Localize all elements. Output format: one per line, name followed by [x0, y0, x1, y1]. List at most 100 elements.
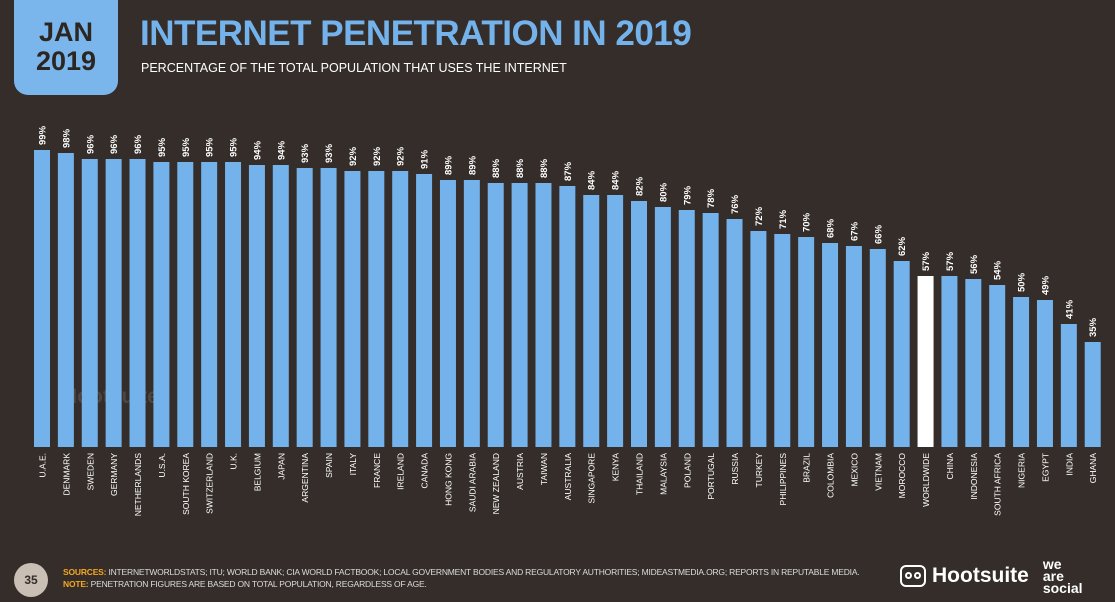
- value-label: 68%: [826, 218, 837, 238]
- category-label: SOUTH KOREA: [181, 453, 191, 515]
- bar-netherlands: [129, 159, 146, 447]
- value-label: 82%: [635, 176, 646, 196]
- value-label: 41%: [1064, 299, 1075, 319]
- sources-text: INTERNETWORLDSTATS; ITU; WORLD BANK; CIA…: [108, 567, 860, 577]
- bar-morocco: [893, 261, 910, 447]
- bar-colombia: [822, 243, 839, 447]
- value-label: 80%: [658, 182, 669, 202]
- bar-singapore: [583, 195, 600, 447]
- category-label: SAUDI ARABIA: [467, 453, 477, 512]
- page-title: INTERNET PENETRATION IN 2019: [140, 14, 692, 53]
- logo-are: are: [1042, 568, 1064, 584]
- category-label: GERMANY: [109, 453, 119, 496]
- value-label: 94%: [276, 140, 287, 160]
- category-label: GHANA: [1088, 453, 1098, 484]
- value-label: 93%: [324, 143, 335, 163]
- value-label: 91%: [420, 149, 431, 169]
- value-label: 49%: [1040, 275, 1051, 295]
- value-label: 78%: [706, 188, 717, 208]
- bar-kenya: [607, 195, 624, 447]
- value-label: 92%: [372, 146, 383, 166]
- value-label: 88%: [539, 158, 550, 178]
- bar-switzerland: [201, 162, 218, 447]
- category-label: INDIA: [1064, 453, 1074, 476]
- category-label: SINGAPORE: [587, 453, 597, 504]
- value-label: 96%: [133, 134, 144, 154]
- value-label: 95%: [229, 137, 240, 157]
- bar-belgium: [248, 165, 265, 447]
- category-label: U.K.: [229, 453, 239, 470]
- category-label: MALAYSIA: [658, 453, 668, 495]
- category-label: BRAZIL: [802, 453, 812, 483]
- value-label: 66%: [873, 224, 884, 244]
- category-label: U.A.E.: [38, 453, 48, 478]
- bar-saudi-arabia: [463, 180, 480, 447]
- value-label: 84%: [587, 170, 598, 190]
- category-label: PORTUGAL: [706, 453, 716, 500]
- category-label: ARGENTINA: [300, 453, 310, 503]
- bar-russia: [726, 219, 743, 447]
- category-label: AUSTRIA: [515, 453, 525, 490]
- bar-japan: [272, 165, 289, 447]
- value-label: 56%: [969, 254, 980, 274]
- bar-spain: [320, 168, 337, 447]
- bar-worldwide: [917, 276, 934, 447]
- category-label: TURKEY: [754, 453, 764, 488]
- value-label: 93%: [300, 143, 311, 163]
- hootsuite-logo: Hootsuite: [932, 564, 1029, 587]
- value-label: 89%: [443, 155, 454, 175]
- value-label: 62%: [897, 236, 908, 256]
- category-label: ITALY: [348, 453, 358, 476]
- bar-egypt: [1036, 300, 1053, 447]
- value-label: 95%: [205, 137, 216, 157]
- date-year: 2019: [35, 46, 97, 76]
- bar-indonesia: [965, 279, 982, 447]
- category-label: SWITZERLAND: [205, 453, 215, 514]
- category-label: U.S.A.: [157, 453, 167, 478]
- category-label: EGYPT: [1040, 453, 1050, 482]
- note-label: NOTE:: [63, 579, 89, 589]
- date-month: JAN: [38, 17, 93, 47]
- sources-label: SOURCES:: [63, 567, 107, 577]
- date-badge: JAN 2019: [14, 0, 118, 95]
- category-label: FRANCE: [372, 453, 382, 488]
- category-label: JAPAN: [276, 453, 286, 480]
- category-label: HONG KONG: [443, 453, 453, 506]
- bar-chart: 99% U.A.E. 98% DENMARK 96% SWEDEN 96% GERMANY 96…: [34, 125, 1101, 516]
- page-subtitle: PERCENTAGE OF THE TOTAL POPULATION THAT …: [141, 61, 567, 75]
- bar-u-k-: [225, 162, 242, 447]
- bar-canada: [416, 174, 433, 447]
- category-label: MEXICO: [849, 453, 859, 487]
- category-label: CHINA: [945, 453, 955, 480]
- value-label: 95%: [157, 137, 168, 157]
- logo-social: social: [1042, 580, 1083, 596]
- category-label: DENMARK: [61, 453, 71, 496]
- value-label: 95%: [181, 137, 192, 157]
- value-label: 54%: [993, 260, 1004, 280]
- value-label: 88%: [491, 158, 502, 178]
- category-label: TAIWAN: [539, 453, 549, 485]
- category-label: BELGIUM: [252, 453, 262, 491]
- category-label: COLOMBIA: [826, 453, 836, 498]
- bar-u-a-e-: [34, 150, 50, 447]
- value-label: 72%: [754, 206, 765, 226]
- bar-malaysia: [654, 207, 671, 447]
- value-label: 99%: [38, 125, 49, 145]
- category-label: MOROCCO: [897, 453, 907, 499]
- bar-argentina: [296, 168, 313, 447]
- bar-ghana: [1084, 342, 1101, 447]
- value-label: 70%: [802, 212, 813, 232]
- category-label: VIETNAM: [873, 453, 883, 491]
- value-label: 57%: [921, 251, 932, 271]
- note-text: PENETRATION FIGURES ARE BASED ON TOTAL P…: [90, 579, 427, 589]
- category-label: NEW ZEALAND: [491, 453, 501, 514]
- bar-ireland: [392, 171, 409, 447]
- bar-turkey: [750, 231, 767, 447]
- value-label: 92%: [348, 146, 359, 166]
- bar-thailand: [631, 201, 647, 447]
- bar-brazil: [798, 237, 815, 447]
- value-label: 98%: [61, 128, 72, 148]
- category-label: RUSSIA: [730, 453, 740, 485]
- category-label: SWEDEN: [85, 453, 95, 490]
- value-label: 84%: [611, 170, 622, 190]
